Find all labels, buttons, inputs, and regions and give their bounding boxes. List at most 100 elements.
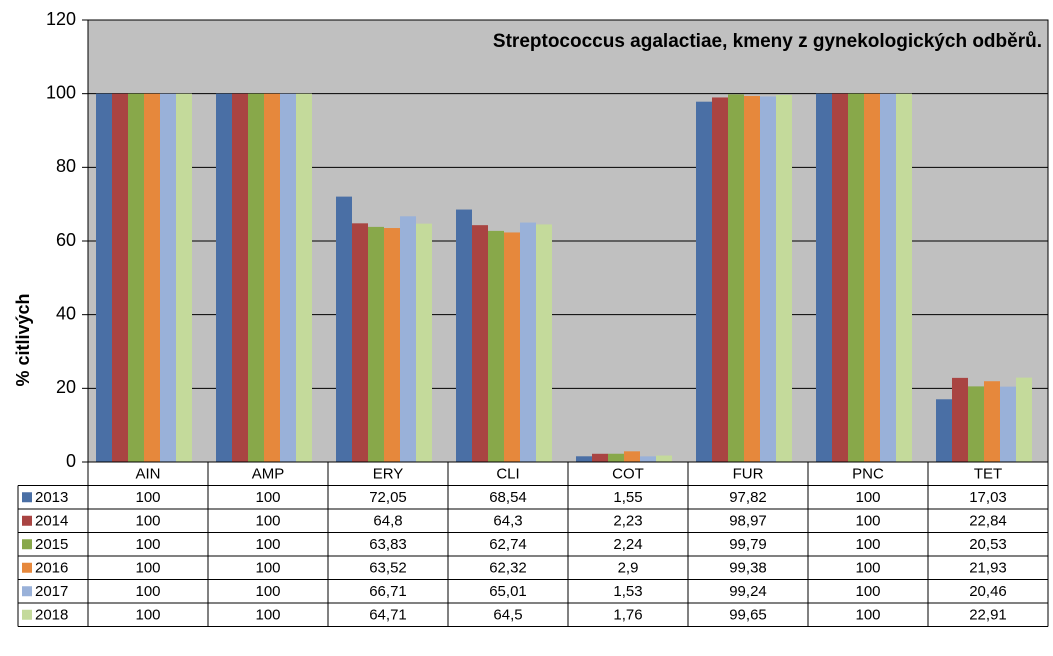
table-cell: 98,97	[729, 513, 767, 530]
table-cell: 1,53	[613, 583, 642, 600]
bar	[936, 399, 952, 462]
category-label: TET	[974, 466, 1002, 483]
bar	[576, 456, 592, 462]
y-tick-label: 0	[66, 451, 76, 471]
table-cell: 100	[855, 583, 880, 600]
bar	[696, 101, 712, 462]
table-cell: 64,71	[369, 607, 407, 624]
bar	[520, 222, 536, 462]
bar	[336, 196, 352, 462]
bar	[416, 223, 432, 462]
bar	[760, 96, 776, 462]
table-cell: 100	[255, 489, 280, 506]
table-cell: 2,9	[618, 560, 639, 577]
y-tick-label: 80	[56, 156, 76, 176]
table-cell: 100	[255, 583, 280, 600]
y-tick-label: 120	[46, 9, 76, 29]
y-tick-label: 20	[56, 377, 76, 397]
legend-key	[22, 562, 32, 573]
category-label: AMP	[252, 466, 285, 483]
legend-label: 2014	[35, 513, 68, 530]
bar	[776, 94, 792, 462]
bar	[1016, 377, 1032, 462]
table-cell: 68,54	[489, 489, 527, 506]
y-tick-label: 100	[46, 82, 76, 102]
table-cell: 72,05	[369, 489, 407, 506]
bar	[264, 93, 280, 463]
bar	[608, 453, 624, 462]
legend-label: 2013	[35, 489, 68, 506]
bar	[968, 386, 984, 462]
legend-label: 2018	[35, 607, 68, 624]
legend-label: 2016	[35, 560, 68, 577]
category-label: CLI	[496, 466, 519, 483]
category-label: PNC	[852, 466, 884, 483]
bar	[216, 93, 232, 463]
table-cell: 66,71	[369, 583, 407, 600]
table-cell: 22,84	[969, 513, 1007, 530]
table-cell: 21,93	[969, 560, 1007, 577]
bar	[640, 456, 656, 462]
table-cell: 99,79	[729, 536, 767, 553]
legend-label: 2017	[35, 583, 68, 600]
y-tick-label: 40	[56, 303, 76, 323]
bar	[176, 93, 192, 463]
table-cell: 100	[255, 560, 280, 577]
bar	[128, 93, 144, 463]
table-cell: 100	[135, 560, 160, 577]
bar	[96, 93, 112, 463]
table-cell: 100	[855, 489, 880, 506]
table-cell: 100	[855, 607, 880, 624]
bar	[1000, 386, 1016, 462]
bar	[280, 93, 296, 463]
table-cell: 20,46	[969, 583, 1007, 600]
table-cell: 100	[255, 607, 280, 624]
bar	[248, 93, 264, 463]
bar	[656, 455, 672, 462]
legend-key	[22, 586, 32, 597]
category-label: AIN	[135, 466, 160, 483]
bar	[864, 93, 880, 463]
bar	[232, 93, 248, 463]
table-cell: 63,83	[369, 536, 407, 553]
category-label: ERY	[373, 466, 404, 483]
bar	[144, 93, 160, 463]
legend-key	[22, 539, 32, 550]
table-cell: 100	[135, 583, 160, 600]
category-label: FUR	[733, 466, 764, 483]
bar	[488, 230, 504, 462]
table-cell: 100	[855, 536, 880, 553]
bar	[504, 232, 520, 462]
bar	[592, 453, 608, 462]
table-cell: 97,82	[729, 489, 767, 506]
table-cell: 17,03	[969, 489, 1007, 506]
table-cell: 100	[855, 560, 880, 577]
y-axis-label: % citlivých	[13, 293, 33, 386]
table-cell: 2,24	[613, 536, 642, 553]
bar	[896, 93, 912, 463]
table-cell: 99,65	[729, 607, 767, 624]
table-cell: 99,24	[729, 583, 767, 600]
bar	[472, 225, 488, 462]
legend-key	[22, 609, 32, 620]
table-cell: 100	[255, 536, 280, 553]
table-cell: 99,38	[729, 560, 767, 577]
bar	[832, 93, 848, 463]
table-cell: 20,53	[969, 536, 1007, 553]
table-cell: 62,74	[489, 536, 527, 553]
table-cell: 64,8	[373, 513, 402, 530]
bar	[952, 377, 968, 462]
table-cell: 64,3	[493, 513, 522, 530]
table-cell: 100	[135, 607, 160, 624]
table-cell: 100	[135, 513, 160, 530]
bar	[400, 216, 416, 462]
chart-title: Streptococcus agalactiae, kmeny z gyneko…	[493, 31, 1042, 52]
table-cell: 100	[135, 536, 160, 553]
table-cell: 65,01	[489, 583, 527, 600]
legend-key	[22, 492, 32, 503]
table-cell: 100	[855, 513, 880, 530]
bar	[296, 93, 312, 463]
bar	[728, 94, 744, 462]
bar	[624, 451, 640, 462]
